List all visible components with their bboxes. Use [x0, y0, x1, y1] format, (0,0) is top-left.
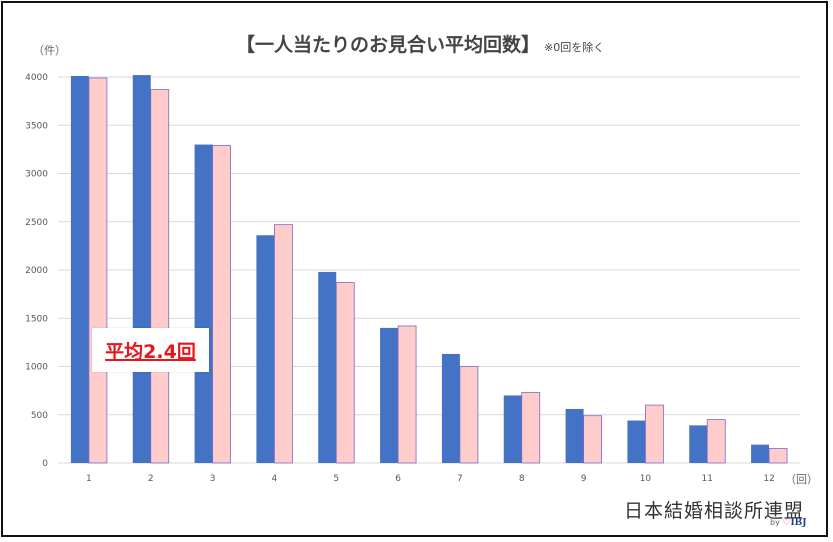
bar-series2-cat-4	[274, 224, 293, 464]
bar-series2-cat-6	[397, 325, 417, 464]
y-tick-label: 0	[42, 459, 48, 469]
x-tick-label: 4	[272, 474, 278, 484]
x-tick-label: 5	[333, 474, 339, 484]
x-tick-label: 8	[519, 474, 525, 484]
y-tick-labels: 0 500 1000 1500 2000 2500 3000 3500 4000	[25, 73, 48, 469]
bar-series1-cat-1	[70, 76, 89, 463]
chart-title: 【一人当たりのお見合い平均回数】	[236, 34, 541, 56]
brand-logo: IBJ	[790, 518, 807, 528]
x-tick-label: 10	[640, 474, 652, 484]
bar-series1-cat-8	[503, 395, 522, 463]
bar-series2-cat-3	[212, 145, 231, 464]
y-tick-label: 1500	[25, 314, 48, 324]
bar-series1-cat-5	[318, 271, 337, 463]
bar-series2-cat-5	[335, 282, 355, 464]
heart-icon: ♡	[782, 518, 791, 528]
bar-series2-cat-1	[88, 77, 108, 464]
bar-series1-cat-10	[627, 420, 646, 463]
y-tick-label: 4000	[25, 73, 48, 83]
x-tick-label: 11	[702, 474, 713, 484]
chart-title-note: ※0回を除く	[544, 41, 605, 54]
y-tick-label: 2000	[25, 266, 48, 276]
x-tick-label: 6	[395, 474, 401, 484]
bar-series1-cat-4	[256, 235, 275, 463]
x-tick-label: 9	[581, 474, 587, 484]
bar-series2-cat-8	[521, 392, 541, 464]
bar-series1-cat-11	[689, 425, 708, 463]
bar-series1-cat-3	[194, 144, 213, 464]
bar-series2-cat-11	[706, 419, 726, 464]
x-tick-label: 2	[148, 474, 154, 484]
brand-name: 日本結婚相談所連盟	[624, 500, 805, 522]
x-tick-label: 3	[210, 474, 216, 484]
average-callout: 平均2.4回	[92, 328, 209, 372]
bar-series1-cat-9	[565, 408, 584, 463]
bar-series2-cat-12	[768, 448, 788, 464]
chart-title-row: 【一人当たりのお見合い平均回数】 ※0回を除く	[236, 30, 604, 57]
brand-by: by	[770, 518, 780, 527]
bar-series1-cat-12	[751, 444, 770, 463]
x-tick-label: 12	[763, 474, 774, 484]
brand-sub: by ♡IBJ	[770, 518, 807, 528]
bar-series1-cat-7	[441, 353, 460, 463]
y-tick-label: 500	[31, 411, 48, 421]
y-tick-label: 1000	[25, 363, 48, 373]
bars	[70, 75, 788, 464]
bar-series2-cat-7	[459, 366, 479, 464]
x-axis-unit: （回）	[785, 473, 818, 486]
bar-series2-cat-9	[583, 415, 602, 464]
y-axis-unit: （件）	[33, 44, 66, 57]
bar-series2-cat-2	[150, 89, 170, 464]
y-tick-label: 3000	[25, 170, 48, 180]
x-tick-label: 7	[457, 474, 463, 484]
average-label: 平均2.4回	[105, 340, 196, 363]
bar-series1-cat-2	[132, 75, 151, 463]
y-tick-label: 3500	[25, 121, 48, 131]
x-tick-label: 1	[86, 474, 92, 484]
bar-series2-cat-10	[645, 404, 664, 464]
y-tick-label: 2500	[25, 218, 48, 228]
bar-series1-cat-6	[380, 327, 399, 463]
grid-lines	[58, 76, 800, 464]
x-tick-labels: 1 2 3 4 5 6 7 8 9 10 11 12	[86, 474, 775, 484]
